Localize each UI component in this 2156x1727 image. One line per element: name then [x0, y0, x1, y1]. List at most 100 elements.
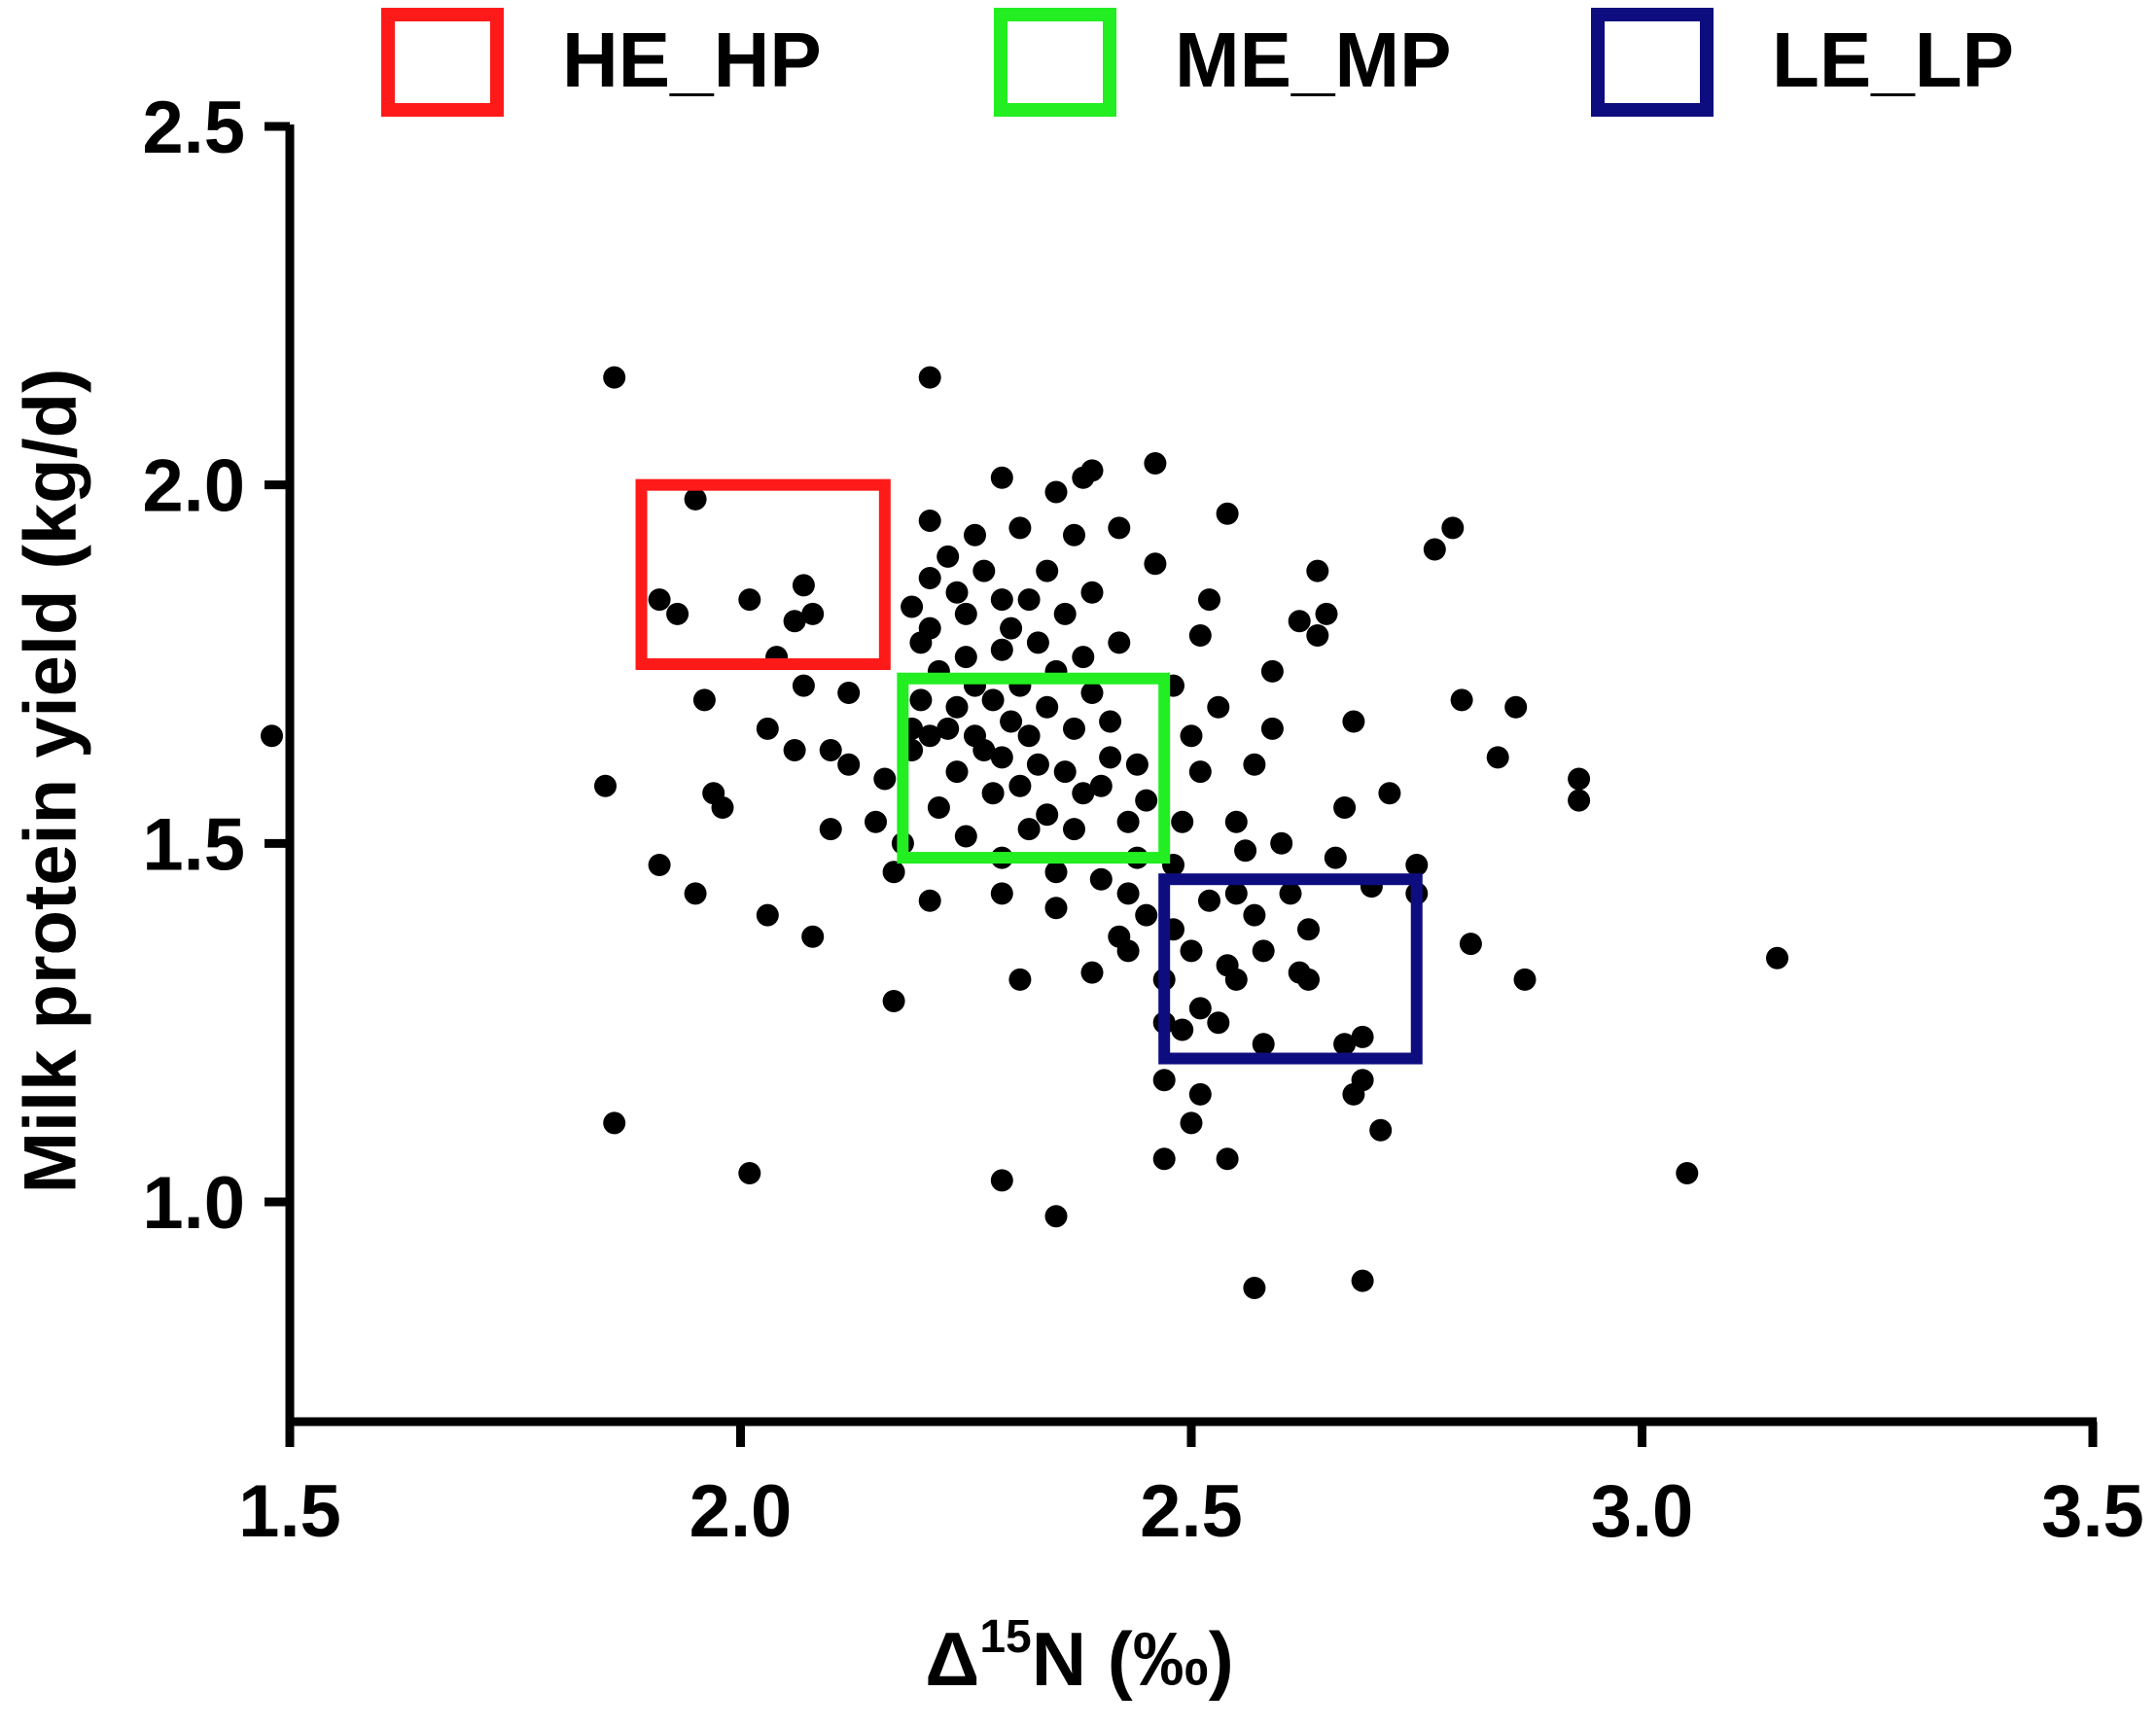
data-point: [990, 746, 1013, 769]
data-point: [1324, 846, 1347, 869]
data-points: [261, 366, 1788, 1299]
data-point: [1036, 695, 1059, 719]
data-point: [1459, 933, 1482, 956]
data-point: [648, 588, 671, 612]
data-point: [1198, 889, 1220, 912]
data-point: [1252, 1033, 1275, 1056]
data-point: [990, 466, 1013, 489]
data-point: [1000, 617, 1023, 640]
data-point: [1044, 1205, 1068, 1228]
data-point: [1036, 559, 1059, 582]
data-point: [1008, 774, 1032, 797]
data-point: [1224, 810, 1248, 833]
data-point: [1342, 710, 1365, 733]
data-point: [711, 796, 734, 819]
data-point: [1216, 1147, 1239, 1171]
data-point: [819, 818, 842, 841]
group-box-le-lp: [1158, 873, 1423, 1065]
data-point: [1044, 861, 1068, 884]
data-point: [981, 782, 1005, 805]
data-point: [954, 825, 977, 848]
legend-swatch-le-lp: [1591, 8, 1714, 117]
data-point: [964, 523, 986, 546]
data-point: [738, 588, 761, 612]
data-point: [792, 574, 815, 597]
data-point: [1089, 774, 1113, 797]
data-point: [918, 617, 941, 640]
data-point: [972, 739, 996, 761]
data-point: [1044, 480, 1068, 504]
data-point: [837, 753, 861, 776]
data-point: [882, 990, 905, 1012]
data-point: [1306, 624, 1329, 647]
legend-label-le-lp: LE_LP: [1772, 17, 2014, 103]
data-point: [937, 717, 960, 740]
legend-swatch-me-mp: [994, 8, 1116, 117]
data-point: [1270, 831, 1293, 855]
data-point: [1072, 646, 1095, 669]
data-point: [1224, 968, 1248, 991]
data-point: [1152, 1147, 1176, 1171]
data-point: [1000, 710, 1023, 733]
data-point: [1180, 939, 1203, 963]
data-point: [756, 717, 779, 740]
data-point: [1441, 516, 1465, 540]
data-point: [603, 1111, 626, 1135]
data-point: [1513, 968, 1537, 991]
data-point: [990, 882, 1013, 905]
data-point: [1288, 610, 1311, 633]
data-point: [666, 602, 689, 625]
data-point: [918, 366, 941, 389]
x-axis-title-suffix: N (‰): [1031, 1616, 1234, 1702]
data-point: [1188, 1082, 1212, 1106]
data-point: [1008, 968, 1032, 991]
data-point: [1116, 939, 1140, 963]
data-point: [837, 682, 861, 704]
data-point: [990, 638, 1013, 661]
data-point: [756, 903, 779, 927]
y-tick-label: 1.5: [142, 803, 245, 886]
data-point: [1351, 1269, 1374, 1292]
data-point: [1224, 882, 1248, 905]
data-point: [603, 366, 626, 389]
data-point: [1080, 961, 1104, 984]
y-axis-title: Milk protein yield (kg/d): [9, 368, 92, 1194]
group-box-he-hp: [635, 478, 891, 670]
data-point: [1080, 459, 1104, 482]
data-point: [1216, 502, 1239, 525]
data-point: [1504, 695, 1528, 719]
legend-swatch-he-hp: [381, 8, 504, 117]
data-point: [945, 760, 969, 784]
data-point: [1026, 631, 1049, 654]
data-point: [1072, 782, 1095, 805]
data-point: [1180, 1111, 1203, 1135]
data-point: [1053, 602, 1077, 625]
x-axis-title: Δ15N (‰): [681, 1610, 1478, 1704]
data-point: [1152, 1069, 1176, 1092]
data-point: [1044, 897, 1068, 920]
data-point: [1766, 946, 1788, 969]
data-point: [990, 588, 1013, 612]
data-point: [261, 724, 283, 748]
data-point: [783, 739, 806, 761]
data-point: [954, 646, 977, 669]
data-point: [1125, 753, 1149, 776]
y-tick-label: 2.5: [142, 87, 245, 169]
y-tick-label: 2.0: [142, 445, 245, 528]
data-point: [1108, 516, 1131, 540]
x-tick-label: 1.5: [238, 1470, 341, 1553]
data-point: [945, 695, 969, 719]
data-point: [1260, 717, 1284, 740]
data-point: [1188, 997, 1212, 1020]
x-axis-title-prefix: Δ: [925, 1616, 980, 1702]
data-point: [918, 567, 941, 589]
data-point: [918, 724, 941, 748]
data-point: [927, 796, 950, 819]
data-point: [1089, 867, 1113, 891]
data-point: [1351, 1069, 1374, 1092]
data-point: [1279, 882, 1302, 905]
data-point: [1306, 559, 1329, 582]
data-point: [1243, 903, 1266, 927]
data-point: [918, 510, 941, 532]
data-point: [1207, 1011, 1230, 1035]
